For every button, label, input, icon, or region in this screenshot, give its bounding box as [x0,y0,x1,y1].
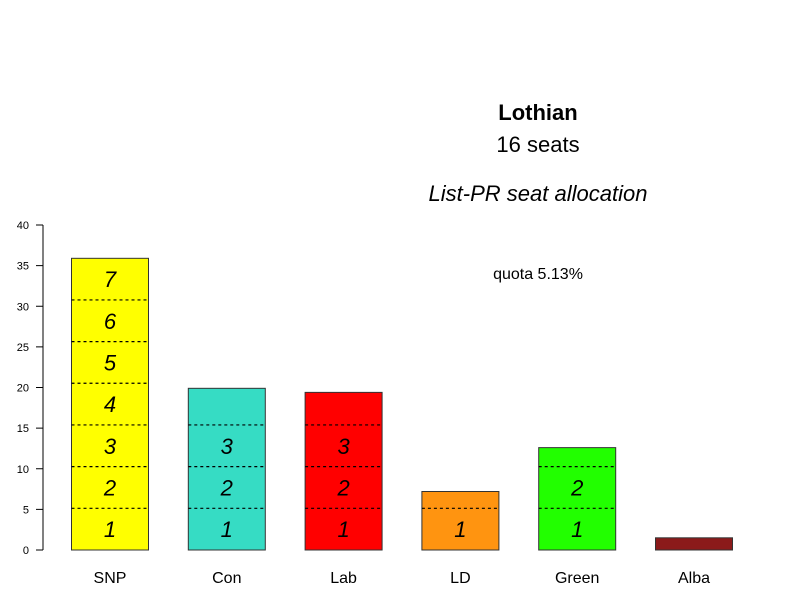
quota-label: quota 5.13% [493,266,583,283]
seat-number-label: 3 [104,434,117,459]
seat-number-label: 1 [337,517,349,542]
seat-number-label: 1 [104,517,116,542]
seat-number-label: 3 [337,434,350,459]
bar-con [187,387,266,551]
seat-number-label: 1 [221,517,233,542]
category-label-con: Con [212,570,241,587]
bar-green [538,447,617,551]
bars-group: 1 2 3 4 5 6 7 1 2 3 1 2 3 1 1 2 [71,257,733,551]
y-axis: 0 5 10 15 20 25 30 35 40 [17,220,44,557]
seat-number-label: 3 [221,434,234,459]
y-tick-label: 35 [17,261,29,273]
seat-number-label: 1 [571,517,583,542]
seat-number-label: 2 [103,475,116,500]
x-axis-labels: SNP Con Lab LD Green Alba [94,570,711,587]
category-label-snp: SNP [94,570,127,587]
y-tick-label: 20 [17,383,29,395]
y-tick-label: 5 [23,504,29,516]
y-tick-label: 10 [17,464,29,476]
method-label: List-PR seat allocation [429,181,648,206]
seat-number-label: 4 [104,392,116,417]
y-tick-label: 30 [17,301,29,313]
category-label-lab: Lab [330,570,357,587]
y-tick-label: 25 [17,342,29,354]
seat-number-label: 7 [104,267,117,292]
seat-number-label: 5 [104,350,117,375]
seat-number-label: 2 [570,475,583,500]
bar-snp [71,257,149,551]
seat-number-label: 2 [336,475,349,500]
bar-ld [421,491,500,551]
y-tick-label: 0 [23,545,29,557]
y-tick-label: 40 [17,220,29,232]
bar-lab [304,391,383,551]
bar-alba [655,537,733,551]
category-label-alba: Alba [678,570,710,587]
category-label-green: Green [555,570,599,587]
category-label-ld: LD [450,570,470,587]
seat-number-label: 1 [454,517,466,542]
chart-subtitle: 16 seats [496,132,579,157]
seat-number-label: 2 [220,475,233,500]
chart-title: Lothian [498,100,577,125]
seat-number-label: 6 [104,309,117,334]
y-tick-label: 15 [17,423,29,435]
